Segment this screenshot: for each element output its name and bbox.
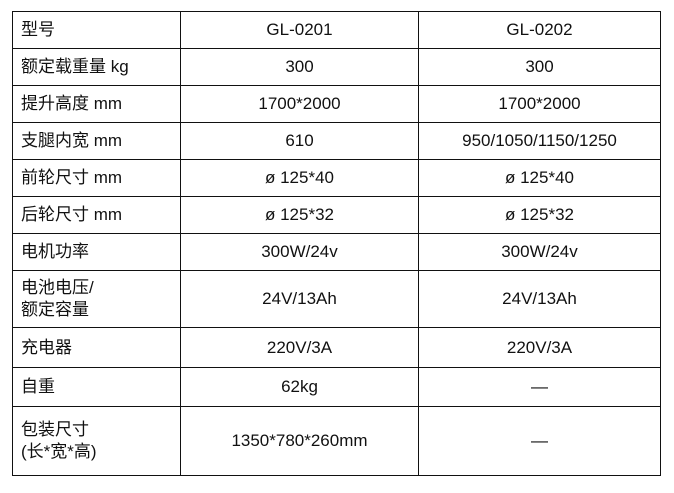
spec-label-line: 型号: [21, 20, 55, 39]
value-gl-0201: ø 125*40: [180, 159, 419, 197]
spec-label: 充电器: [12, 327, 181, 368]
spec-label-line: 额定容量: [21, 300, 89, 319]
spec-label-line: 自重: [21, 377, 55, 396]
spec-label-line: 提升高度 mm: [21, 94, 123, 113]
table-row: 支腿内宽 mm 610 950/1050/1150/1250: [12, 122, 661, 160]
value-gl-0201: 24V/13Ah: [180, 270, 419, 328]
table-row: 前轮尺寸 mm ø 125*40 ø 125*40: [12, 159, 661, 197]
table-row: 电池电压/额定容量 24V/13Ah 24V/13Ah: [12, 270, 661, 328]
table-row: 充电器 220V/3A 220V/3A: [12, 327, 661, 368]
value-gl-0202: 220V/3A: [418, 327, 661, 368]
spec-label-line: 包装尺寸: [21, 420, 89, 439]
value-gl-0201: GL-0201: [180, 11, 419, 49]
table-row: 额定载重量 kg 300 300: [12, 48, 661, 86]
value-gl-0201: 62kg: [180, 367, 419, 407]
spec-label-line: 额定载重量 kg: [21, 57, 129, 76]
value-gl-0202: ø 125*32: [418, 196, 661, 234]
value-gl-0201: ø 125*32: [180, 196, 419, 234]
spec-label-line: 前轮尺寸 mm: [21, 168, 123, 187]
value-gl-0202: 24V/13Ah: [418, 270, 661, 328]
value-gl-0201: 300: [180, 48, 419, 86]
table-row: 后轮尺寸 mm ø 125*32 ø 125*32: [12, 196, 661, 234]
value-gl-0201: 220V/3A: [180, 327, 419, 368]
table-row: 包装尺寸 (长*宽*高) 1350*780*260mm —: [12, 406, 661, 476]
table-row: 电机功率 300W/24v 300W/24v: [12, 233, 661, 271]
value-gl-0201: 300W/24v: [180, 233, 419, 271]
value-gl-0202: —: [418, 367, 661, 407]
spec-label: 额定载重量 kg: [12, 48, 181, 86]
value-gl-0201: 1350*780*260mm: [180, 406, 419, 476]
value-gl-0202: 300W/24v: [418, 233, 661, 271]
spec-label: 型号: [12, 11, 181, 49]
value-gl-0202: ø 125*40: [418, 159, 661, 197]
spec-label: 后轮尺寸 mm: [12, 196, 181, 234]
value-gl-0201: 1700*2000: [180, 85, 419, 123]
spec-label: 电机功率: [12, 233, 181, 271]
spec-label: 包装尺寸 (长*宽*高): [12, 406, 181, 476]
value-gl-0202: 300: [418, 48, 661, 86]
value-gl-0202: 1700*2000: [418, 85, 661, 123]
spec-label-line: 后轮尺寸 mm: [21, 205, 123, 224]
value-gl-0201: 610: [180, 122, 419, 160]
spec-label-line: 电池电压/: [21, 278, 94, 297]
spec-label-line: 支腿内宽 mm: [21, 131, 123, 150]
spec-label: 提升高度 mm: [12, 85, 181, 123]
spec-label: 电池电压/额定容量: [12, 270, 181, 328]
spec-label: 支腿内宽 mm: [12, 122, 181, 160]
spec-table: 型号 GL-0201 GL-0202 额定载重量 kg 300 300 提升高度 mm 170…: [12, 11, 661, 476]
table-row: 型号 GL-0201 GL-0202: [12, 11, 661, 49]
spec-label-line: 电机功率: [21, 242, 89, 261]
spec-label: 自重: [12, 367, 181, 407]
spec-label: 前轮尺寸 mm: [12, 159, 181, 197]
table-row: 提升高度 mm 1700*2000 1700*2000: [12, 85, 661, 123]
table-row: 自重 62kg —: [12, 367, 661, 407]
value-gl-0202: —: [418, 406, 661, 476]
value-gl-0202: GL-0202: [418, 11, 661, 49]
spec-label-line: 充电器: [21, 337, 72, 357]
spec-label-line: (长*宽*高): [21, 442, 97, 461]
value-gl-0202: 950/1050/1150/1250: [418, 122, 661, 160]
